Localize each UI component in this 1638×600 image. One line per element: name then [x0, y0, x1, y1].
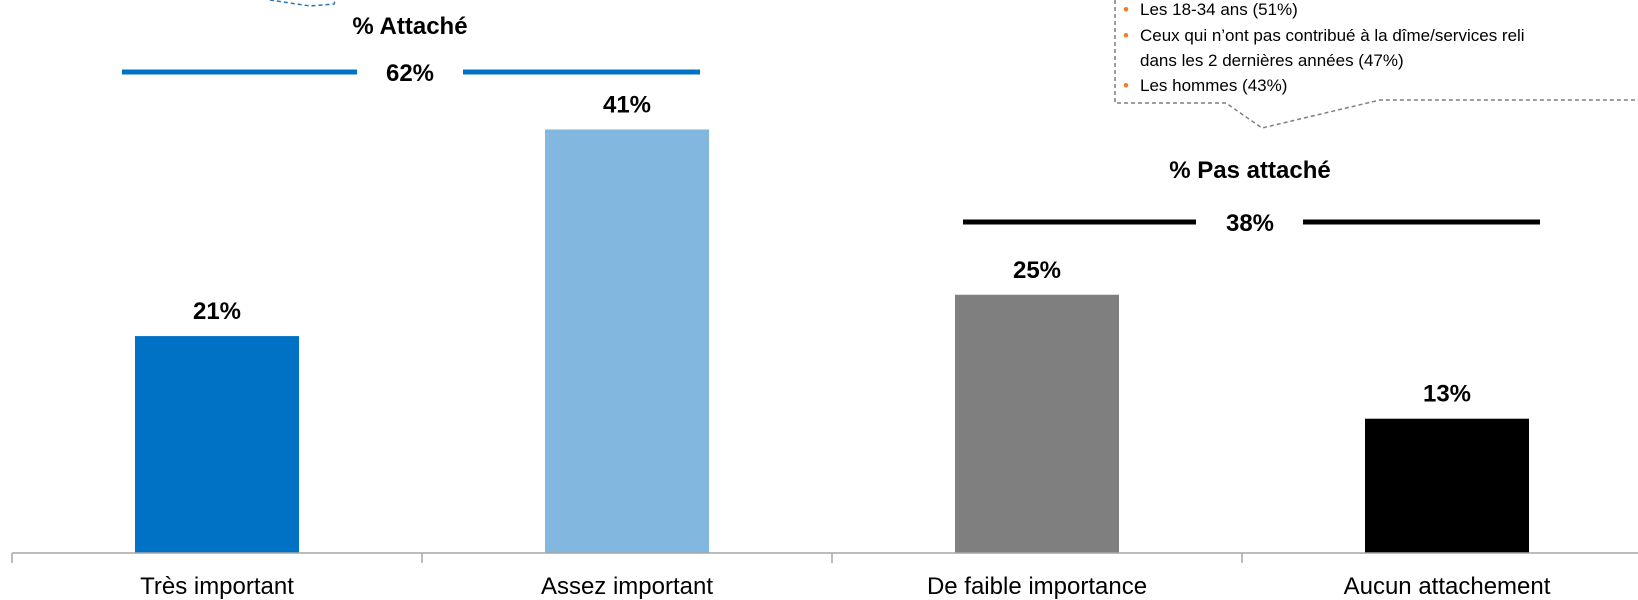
callout-bullet-2-continuation: dans les 2 dernières années (47%): [1140, 51, 1404, 70]
callout-right: • Les 18-34 ans (51%) • Ceux qui n’ont p…: [1114, 0, 1638, 129]
x-axis: [11, 552, 1638, 563]
callout-bullet-1: Les 18-34 ans (51%): [1140, 0, 1298, 19]
category-label-1: Très important: [140, 573, 294, 600]
bar-1: [135, 336, 299, 553]
group-pas-attache: % Pas attaché 38%: [963, 157, 1540, 237]
bar-value-label-2: 41%: [603, 91, 651, 118]
callout-bullet-3-marker: •: [1123, 76, 1129, 95]
callout-left-border: [269, 0, 337, 7]
bar-value-label-3: 25%: [1013, 257, 1061, 284]
bar-value-label-1: 21%: [193, 298, 241, 325]
bars-layer: 21% Très important 41% Assez important 25% De…: [135, 91, 1551, 600]
group-attache-title: % Attaché: [352, 13, 467, 40]
category-label-4: Aucun attachement: [1344, 573, 1551, 600]
bar-3: [955, 294, 1119, 553]
callout-bullet-1-marker: •: [1123, 0, 1129, 19]
group-pas-attache-pct: 38%: [1226, 210, 1274, 237]
group-attache: % Attaché 62%: [122, 13, 700, 87]
group-attache-pct: 62%: [386, 60, 434, 87]
group-pas-attache-title: % Pas attaché: [1169, 157, 1330, 184]
callout-bullet-2-marker: •: [1123, 26, 1129, 45]
bar-4: [1365, 418, 1529, 553]
category-label-2: Assez important: [541, 573, 713, 600]
category-label-3: De faible importance: [927, 573, 1147, 600]
callout-bullet-2: Ceux qui n’ont pas contribué à la dîme/s…: [1140, 26, 1525, 45]
callout-bullet-3: Les hommes (43%): [1140, 76, 1287, 95]
callout-right-border: [1114, 0, 1638, 129]
bar-value-label-4: 13%: [1423, 381, 1471, 408]
bar-2: [545, 129, 709, 553]
